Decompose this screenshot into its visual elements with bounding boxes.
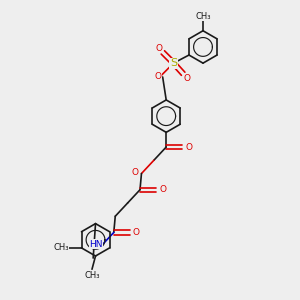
Text: CH₃: CH₃ [195,11,211,20]
Text: O: O [184,74,190,83]
Text: CH₃: CH₃ [84,271,100,280]
Text: CH₃: CH₃ [53,243,69,252]
Text: S: S [170,58,177,68]
Text: O: O [159,185,166,194]
Text: O: O [154,73,161,82]
Text: O: O [155,44,162,53]
Text: HN: HN [89,240,103,249]
Text: O: O [185,142,192,152]
Text: O: O [131,168,139,177]
Text: O: O [133,228,140,237]
